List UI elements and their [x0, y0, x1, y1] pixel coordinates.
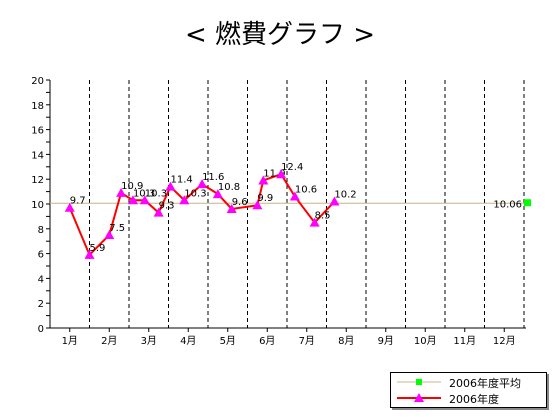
- data-point: [197, 179, 208, 189]
- y-tick-label: 0: [38, 324, 44, 335]
- y-tick-label: 8: [38, 225, 44, 236]
- data-label: 9.6: [232, 197, 248, 208]
- data-point: [104, 230, 115, 239]
- data-point: [165, 181, 176, 191]
- y-tick-label: 6: [38, 250, 44, 261]
- x-tick-label: 9月: [378, 335, 394, 347]
- data-label: 12.4: [281, 162, 303, 173]
- data-point: [276, 169, 287, 179]
- y-tick-label: 4: [38, 274, 44, 285]
- data-point: [226, 203, 237, 213]
- y-tick-label: 20: [31, 76, 44, 87]
- data-point: [309, 217, 320, 227]
- data-point: [289, 191, 300, 201]
- x-tick-label: 2月: [101, 335, 117, 347]
- data-point: [212, 189, 223, 199]
- data-point: [84, 249, 95, 259]
- y-tick-label: 16: [31, 126, 44, 137]
- data-label: 10.3: [145, 188, 167, 199]
- x-tick-label: 3月: [141, 335, 157, 347]
- data-label: 9.9: [257, 193, 273, 204]
- y-tick-label: 12: [31, 175, 44, 186]
- data-label: 9.3: [159, 201, 175, 212]
- legend: 2006年度平均 2006年度: [390, 372, 547, 408]
- data-label: 8.5: [315, 211, 331, 222]
- data-label: 10.9: [121, 181, 143, 192]
- legend-item-average: 2006年度平均: [391, 374, 546, 390]
- x-tick-label: 7月: [299, 335, 315, 347]
- data-point: [153, 207, 164, 217]
- x-tick-label: 12月: [493, 335, 516, 347]
- data-point: [116, 187, 127, 197]
- legend-label-series: 2006年度: [449, 393, 499, 406]
- series-legend-icon: [397, 393, 441, 402]
- data-label: 10.2: [334, 190, 356, 201]
- data-label: 11.6: [202, 172, 224, 183]
- data-point: [127, 195, 138, 205]
- data-point: [329, 196, 340, 206]
- data-point: [179, 195, 190, 205]
- data-point: [252, 200, 263, 210]
- legend-label-average: 2006年度平均: [449, 377, 521, 390]
- average-legend-icon: [397, 379, 441, 385]
- y-tick-label: 18: [31, 101, 44, 112]
- x-tick-label: 8月: [338, 335, 354, 347]
- data-point: [64, 202, 75, 212]
- y-tick-label: 10: [31, 200, 44, 211]
- data-label: 10.3: [184, 188, 206, 199]
- x-tick-label: 4月: [180, 335, 196, 347]
- average-marker: [524, 199, 531, 207]
- data-label: 9.7: [70, 196, 86, 207]
- chart-title: < 燃費グラフ >: [184, 20, 376, 50]
- y-tick-label: 2: [38, 299, 44, 310]
- data-label: 10.8: [218, 182, 240, 193]
- data-label: 7.5: [109, 223, 125, 234]
- data-label: 10.3: [133, 188, 155, 199]
- data-point: [139, 195, 150, 205]
- x-tick-label: 11月: [453, 335, 476, 347]
- x-tick-label: 5月: [220, 335, 236, 347]
- average-label: 10.06: [493, 199, 522, 210]
- x-tick-label: 6月: [259, 335, 275, 347]
- x-tick-label: 10月: [414, 335, 437, 347]
- data-label: 5.9: [90, 243, 106, 254]
- y-tick-label: 14: [31, 150, 44, 161]
- legend-item-series: 2006年度: [391, 390, 546, 406]
- data-point: [258, 175, 269, 185]
- data-label: 10.6: [295, 185, 317, 196]
- data-label: 11.4: [170, 175, 192, 186]
- x-tick-label: 1月: [62, 335, 78, 347]
- data-label: 11.9: [263, 168, 285, 179]
